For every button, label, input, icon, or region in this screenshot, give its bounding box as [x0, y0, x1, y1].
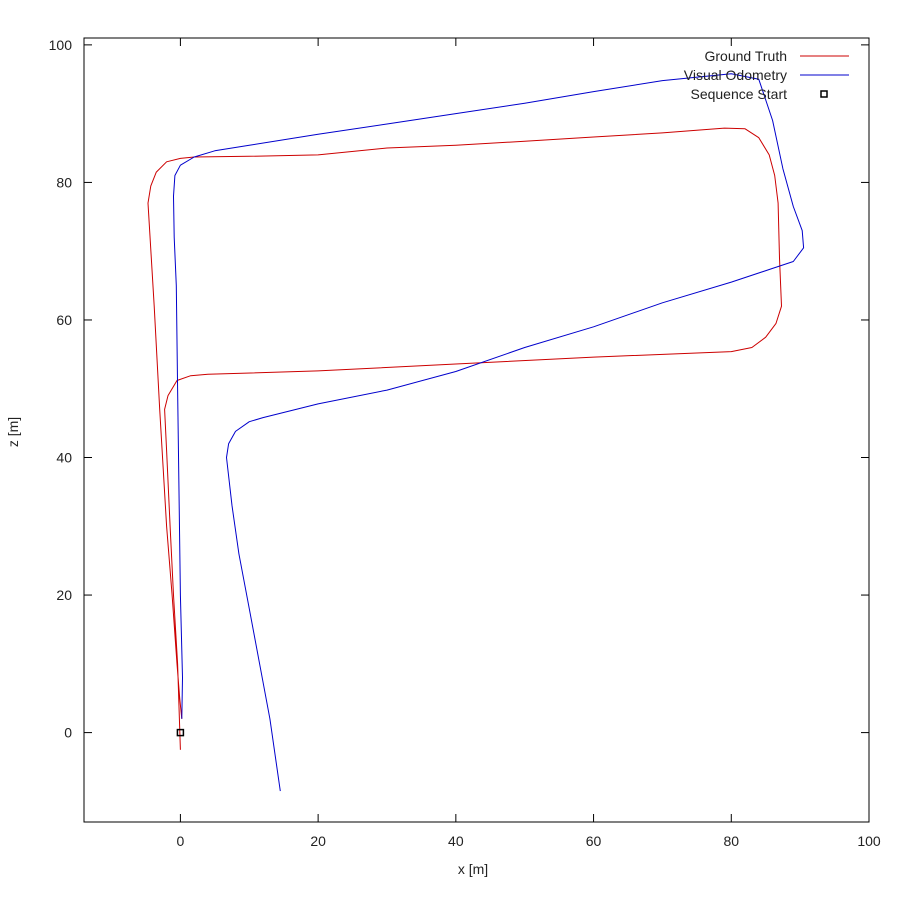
legend-swatch-sequence-start [820, 90, 828, 98]
x-axis-label: x [m] [458, 861, 488, 877]
y-tick-label: 60 [56, 312, 72, 328]
visual-odometry-line [173, 73, 805, 792]
x-axis-ticks: 0 20 40 60 80 100 [177, 38, 881, 849]
sequence-start-marker [176, 728, 185, 737]
legend: Ground Truth Visual Odometry Sequence Star… [684, 48, 849, 102]
legend-label-sequence-start: Sequence Start [690, 86, 787, 102]
y-axis-ticks: 0 20 40 60 80 100 [49, 37, 869, 741]
x-tick-label: 0 [177, 833, 185, 849]
y-tick-label: 80 [56, 174, 72, 190]
legend-label-ground-truth: Ground Truth [705, 48, 788, 64]
y-tick-label: 100 [49, 37, 73, 53]
y-axis-label: z [m] [5, 417, 21, 447]
y-tick-label: 40 [56, 450, 72, 466]
x-tick-label: 80 [723, 833, 739, 849]
legend-label-visual-odometry: Visual Odometry [684, 67, 787, 83]
ground-truth-line [147, 127, 782, 750]
x-tick-label: 40 [448, 833, 464, 849]
x-tick-label: 60 [586, 833, 602, 849]
plot-frame [83, 37, 870, 823]
x-tick-label: 100 [857, 833, 881, 849]
x-tick-label: 20 [310, 833, 326, 849]
y-tick-label: 0 [64, 725, 72, 741]
y-tick-label: 20 [56, 587, 72, 603]
series-layer [147, 73, 805, 792]
